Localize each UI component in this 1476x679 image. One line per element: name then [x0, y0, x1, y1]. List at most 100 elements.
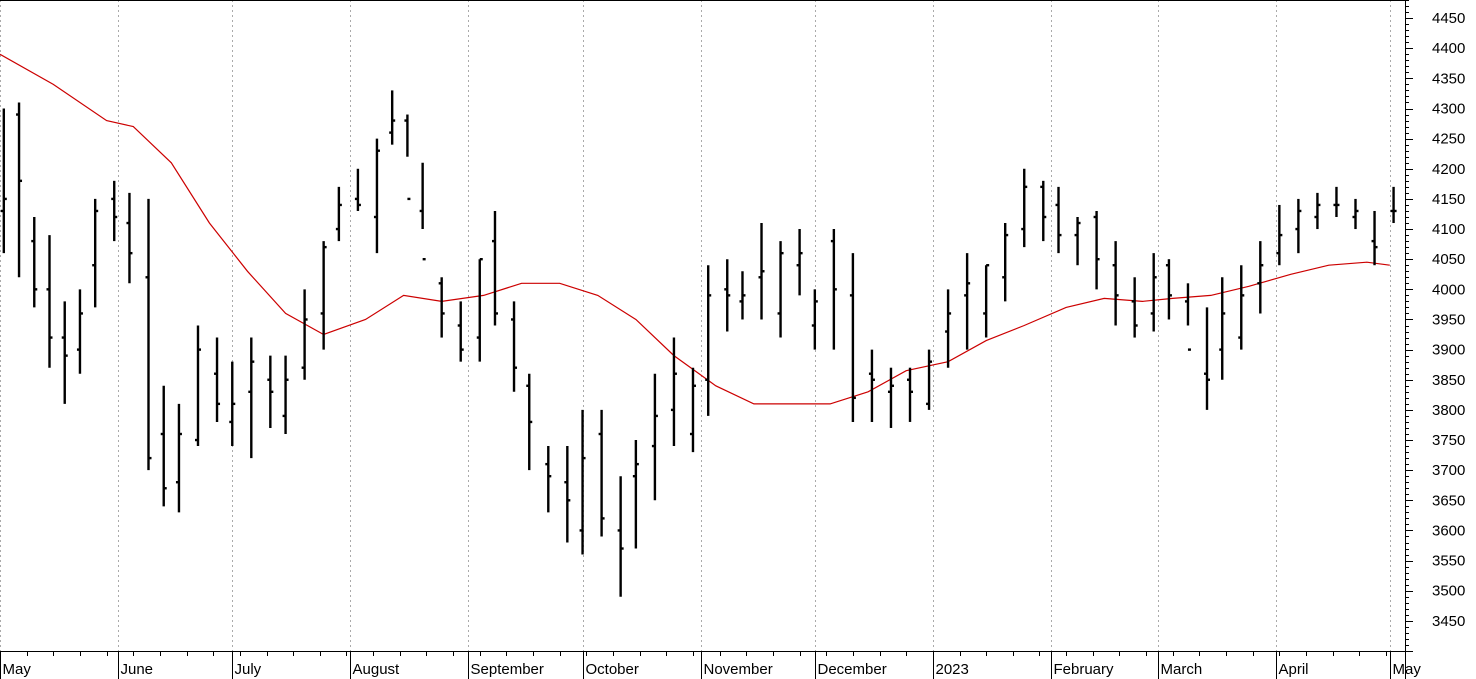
ohlc-bar [1184, 283, 1191, 351]
y-tick-label: 4250 [1432, 131, 1465, 148]
y-tick-label: 4200 [1432, 161, 1465, 178]
ohlc-bar [796, 229, 803, 296]
ohlc-bar [404, 114, 411, 201]
ohlc-bar [926, 349, 933, 410]
ohlc-bar [160, 385, 167, 507]
ohlc-bar [579, 409, 586, 555]
ohlc-bar [438, 277, 445, 338]
ohlc-bar [46, 235, 53, 368]
x-tick-label: August [353, 661, 401, 678]
ohlc-bar [1219, 277, 1226, 380]
ohlc-bar [1257, 241, 1264, 314]
ohlc-bar [868, 349, 875, 422]
ohlc-bar [31, 217, 38, 308]
ohlc-bar [964, 253, 971, 350]
ohlc-bar [0, 108, 7, 254]
x-tick-label: October [586, 661, 639, 678]
ohlc-bar [617, 476, 624, 597]
y-tick-label: 3600 [1432, 522, 1465, 539]
ohlc-bar [526, 373, 533, 471]
ohlc-bar [267, 355, 274, 428]
ohlc-bar [1112, 241, 1119, 326]
ohlc-bar [145, 198, 152, 471]
y-tick-label: 3550 [1432, 553, 1465, 570]
x-tick-label: May [1393, 661, 1422, 678]
ohlc-bar [830, 229, 837, 350]
ohlc-bar [1390, 186, 1397, 224]
ohlc-bar [111, 180, 118, 242]
ohlc-bar [419, 162, 426, 261]
ohlc-bar [1314, 192, 1321, 230]
y-tick-label: 3650 [1432, 492, 1465, 509]
y-tick-label: 3850 [1432, 372, 1465, 389]
ohlc-bar [229, 361, 236, 447]
y-tick-label: 3950 [1432, 311, 1465, 328]
ohlc-bar [849, 253, 856, 422]
ohlc-bar [126, 192, 133, 284]
ohlc-bar [16, 102, 23, 278]
y-tick-label: 4000 [1432, 281, 1465, 298]
ohlc-bar [511, 301, 518, 392]
ohlc-bar [907, 367, 914, 422]
ohlc-bar [389, 90, 396, 145]
ohlc-bar [491, 210, 498, 326]
x-tick-label: July [235, 661, 262, 678]
x-tick-label: March [1161, 661, 1203, 678]
ohlc-bar [1204, 307, 1211, 410]
y-tick-label: 4450 [1432, 10, 1465, 27]
ohlc-bar [945, 289, 952, 368]
ohlc-bar [282, 355, 289, 434]
x-tick-label: November [704, 661, 773, 678]
ohlc-bar [457, 301, 464, 362]
y-tick-label: 4050 [1432, 251, 1465, 268]
y-tick-label: 3800 [1432, 402, 1465, 419]
ohlc-bar [1021, 168, 1028, 248]
x-tick-label: September [471, 661, 544, 678]
y-tick-label: 3750 [1432, 432, 1465, 449]
y-tick-label: 4400 [1432, 40, 1465, 57]
ohlc-bar [545, 446, 552, 513]
ohlc-bar [354, 168, 361, 211]
ohlc-bar [705, 265, 712, 416]
ohlc-bar [1238, 265, 1245, 350]
ohlc-bars [0, 90, 1397, 597]
ohlc-bar [670, 337, 677, 447]
ohlc-bar [1150, 253, 1157, 332]
ohlc-bar [373, 138, 380, 254]
ohlc-bar [1352, 198, 1359, 230]
ohlc-bar [248, 337, 255, 459]
ohlc-bar [335, 186, 342, 242]
ohlc-bar [651, 373, 658, 501]
ohlc-bar [598, 409, 605, 537]
x-tick-label: April [1279, 661, 1309, 678]
ohlc-bar [811, 289, 818, 350]
y-tick-label: 4350 [1432, 70, 1465, 87]
y-tick-label: 3900 [1432, 342, 1465, 359]
ohlc-bar [739, 271, 746, 320]
ohlc-bar [1333, 186, 1340, 217]
ohlc-bar [983, 264, 990, 338]
y-tick-label: 3500 [1432, 583, 1465, 600]
ohlc-bar [777, 241, 784, 338]
ohlc-bar [1040, 180, 1047, 242]
ohlc-bar [301, 289, 308, 380]
ohlc-bar [1131, 277, 1138, 338]
y-tick-label: 3700 [1432, 462, 1465, 479]
x-tick-label: 2023 [936, 661, 969, 678]
ohlc-bar [92, 198, 99, 308]
x-tick-label: June [121, 661, 154, 678]
x-tick-label: February [1054, 661, 1115, 678]
x-tick-label: December [818, 661, 887, 678]
ohlc-bar [175, 403, 182, 513]
ohlc-bar [61, 301, 68, 404]
y-tick-label: 4100 [1432, 221, 1465, 238]
ohlc-bar [1002, 223, 1009, 302]
ohlc-bar [320, 241, 327, 350]
moving-average-line [0, 53, 1390, 405]
ohlc-bar [1055, 186, 1062, 254]
ohlc-bar [887, 367, 894, 428]
ohlc-bar [214, 337, 221, 422]
